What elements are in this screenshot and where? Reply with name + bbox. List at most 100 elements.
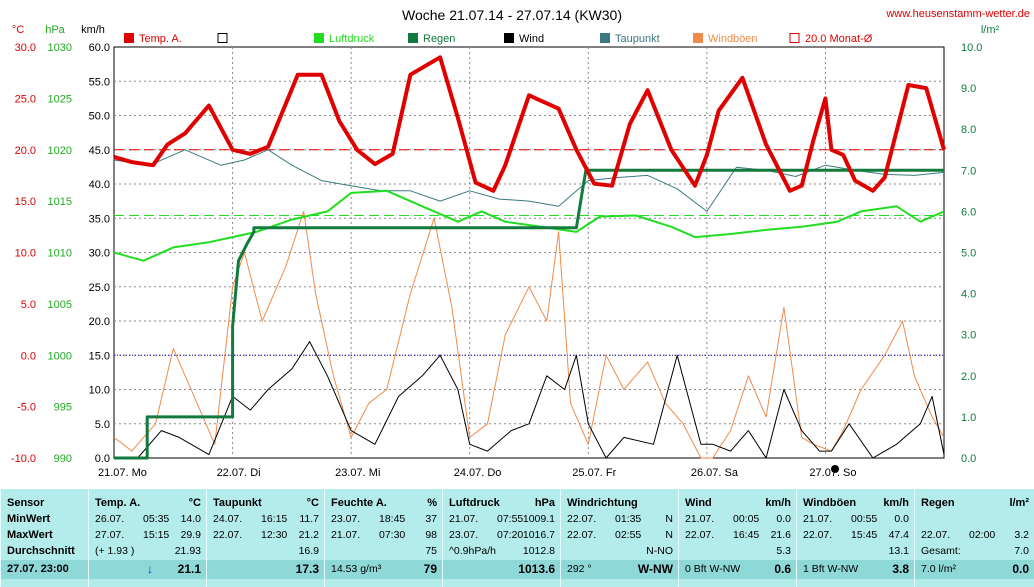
axis-tick-label: 20.0 bbox=[15, 145, 36, 157]
stats-unit: % bbox=[427, 497, 437, 509]
stats-time: 07:55 bbox=[497, 513, 524, 525]
stats-column: Luftdruck hPa 21.07. 07:55 1009.1 23.07. 07:20… bbox=[442, 489, 561, 587]
stats-unit: °C bbox=[306, 497, 319, 509]
stats-value: 0.0 bbox=[894, 513, 909, 525]
stats-current-value: 3.8 bbox=[892, 562, 909, 576]
axis-tick-label: 30.0 bbox=[15, 42, 36, 54]
stats-time: 16:15 bbox=[261, 513, 288, 525]
stats-date: 21.07. bbox=[685, 513, 715, 525]
axis-tick-label: 5.0 bbox=[21, 299, 36, 311]
legend-swatch bbox=[789, 33, 800, 43]
x-tick-label: 23.07. Mi bbox=[335, 467, 380, 479]
stats-time: 00:55 bbox=[851, 513, 878, 525]
stats-date: 22.07. bbox=[213, 529, 243, 541]
axis-tick-label: 8.0 bbox=[961, 124, 976, 136]
stats-column-header: Taupunkt bbox=[213, 497, 262, 509]
stats-current-value: 0.6 bbox=[774, 562, 791, 576]
stats-column-header: Temp. A. bbox=[95, 497, 141, 509]
axis-unit-label: °C bbox=[12, 24, 24, 36]
series-line-windb-en bbox=[113, 210, 945, 459]
series-line-temp-a- bbox=[113, 55, 946, 193]
stats-time: 16:45 bbox=[733, 529, 760, 541]
stats-unit: l/m² bbox=[1009, 497, 1029, 509]
legend-item: 20.0 Monat-Ø bbox=[789, 33, 873, 45]
legend-label: Regen bbox=[423, 33, 455, 45]
stats-column-header: Sensor bbox=[7, 497, 45, 509]
stats-time: 02:00 bbox=[969, 529, 996, 541]
stats-date: 22.07. bbox=[921, 529, 951, 541]
stats-value: 21.6 bbox=[770, 529, 791, 541]
stats-time: 01:35 bbox=[615, 513, 642, 525]
legend-label: Taupunkt bbox=[615, 33, 660, 45]
stats-date: 26.07. bbox=[95, 513, 125, 525]
x-tick-label: 26.07. Sa bbox=[691, 467, 739, 479]
stats-row-label: MaxWert bbox=[7, 529, 53, 541]
axis-tick-label: 50.0 bbox=[89, 111, 110, 123]
stats-current-extra: 292 ° bbox=[567, 563, 592, 575]
legend-label: Wind bbox=[519, 33, 544, 45]
legend-item: Windböen bbox=[693, 33, 758, 45]
axis-tick-label: 10.0 bbox=[961, 42, 982, 54]
series-layer bbox=[113, 55, 946, 460]
axis-tick-label: 9.0 bbox=[961, 83, 976, 95]
series-line-luftdruck bbox=[113, 189, 945, 262]
axis-tick-label: 4.0 bbox=[961, 289, 976, 301]
stats-current-extra: 14.53 g/m³ bbox=[331, 563, 382, 575]
axis-unit-label: l/m² bbox=[981, 24, 1000, 36]
axis-tick-label: 990 bbox=[54, 453, 72, 465]
stats-unit: km/h bbox=[883, 497, 909, 509]
x-tick-label: 22.07. Di bbox=[217, 467, 261, 479]
axis-tick-label: 1010 bbox=[48, 248, 72, 260]
stats-value: 1009.1 bbox=[522, 513, 555, 525]
legend-swatch bbox=[314, 33, 324, 43]
stats-value: N bbox=[665, 513, 673, 525]
stats-time: 00:05 bbox=[733, 513, 760, 525]
axis-unit-label: hPa bbox=[45, 24, 65, 36]
stats-time: 15:45 bbox=[851, 529, 878, 541]
legend-item: Temp. A. bbox=[124, 33, 182, 45]
stats-value: 29.9 bbox=[180, 529, 201, 541]
stats-time: 05:35 bbox=[143, 513, 170, 525]
stats-current-extra: 0 Bft W-NW bbox=[685, 563, 741, 575]
stats-current-value: 21.1 bbox=[177, 562, 201, 576]
axis-tick-label: 25.0 bbox=[89, 282, 110, 294]
axis-tick-label: 6.0 bbox=[961, 206, 976, 218]
stats-value: 21.93 bbox=[174, 545, 201, 557]
legend-item: Taupunkt bbox=[600, 33, 660, 45]
series-line-regen bbox=[114, 168, 944, 460]
stats-value: 11.7 bbox=[299, 513, 319, 525]
stats-date: 22.07. bbox=[567, 513, 597, 525]
stats-date: 22.07. bbox=[567, 529, 597, 541]
stats-unit: hPa bbox=[534, 497, 555, 509]
stats-value: 1012.8 bbox=[522, 545, 555, 557]
stats-date: 23.07. bbox=[331, 513, 361, 525]
stats-value: 47.4 bbox=[888, 529, 909, 541]
current-row-band bbox=[0, 560, 1034, 579]
trend-down-icon: ↓ bbox=[147, 562, 153, 576]
reference-lines bbox=[114, 149, 944, 356]
stats-date: Gesamt: bbox=[921, 545, 961, 557]
stats-unit: °C bbox=[188, 497, 201, 509]
legend-swatch bbox=[408, 33, 418, 43]
stats-current-value: 17.3 bbox=[295, 562, 319, 576]
stats-unit: km/h bbox=[765, 497, 791, 509]
stats-date: (+ 1.93 ) bbox=[95, 545, 135, 557]
axis-tick-label: 45.0 bbox=[89, 145, 110, 157]
stats-column: Taupunkt °C 24.07. 16:15 11.7 22.07. 12:30 21.2… bbox=[206, 489, 325, 587]
axis-tick-label: 995 bbox=[54, 402, 72, 414]
stats-current-extra: 7.0 l/m² bbox=[921, 563, 957, 575]
x-tick-label: 27.07. So bbox=[809, 467, 856, 479]
stats-current-value: W-NW bbox=[637, 562, 673, 576]
weather-chart: 30.0 25.0 20.0 15.0 10.0 5.0 0.0 -5.0 -10.0 1030 1… bbox=[11, 7, 1030, 479]
legend-item: Regen bbox=[408, 33, 455, 45]
stats-current-value: 1013.6 bbox=[518, 562, 555, 576]
stats-value: 75 bbox=[425, 545, 437, 557]
stats-column: Wind km/h 21.07. 00:05 0.0 22.07. 16:45 21.6 5.3… bbox=[678, 489, 797, 587]
stats-table: Sensor MinWert MaxWert Durchschnitt 27.07. 2… bbox=[0, 489, 1034, 587]
axis-tick-label: 10.0 bbox=[89, 385, 110, 397]
stats-date: ^0.9hPa/h bbox=[449, 545, 496, 557]
legend-label: Windböen bbox=[708, 33, 758, 45]
axis-tick-label: 1.0 bbox=[961, 412, 976, 424]
legend-item: Wind bbox=[504, 33, 544, 45]
legend: Temp. A. Luftdruck Regen Wind Taupunkt Windbö… bbox=[124, 33, 873, 45]
